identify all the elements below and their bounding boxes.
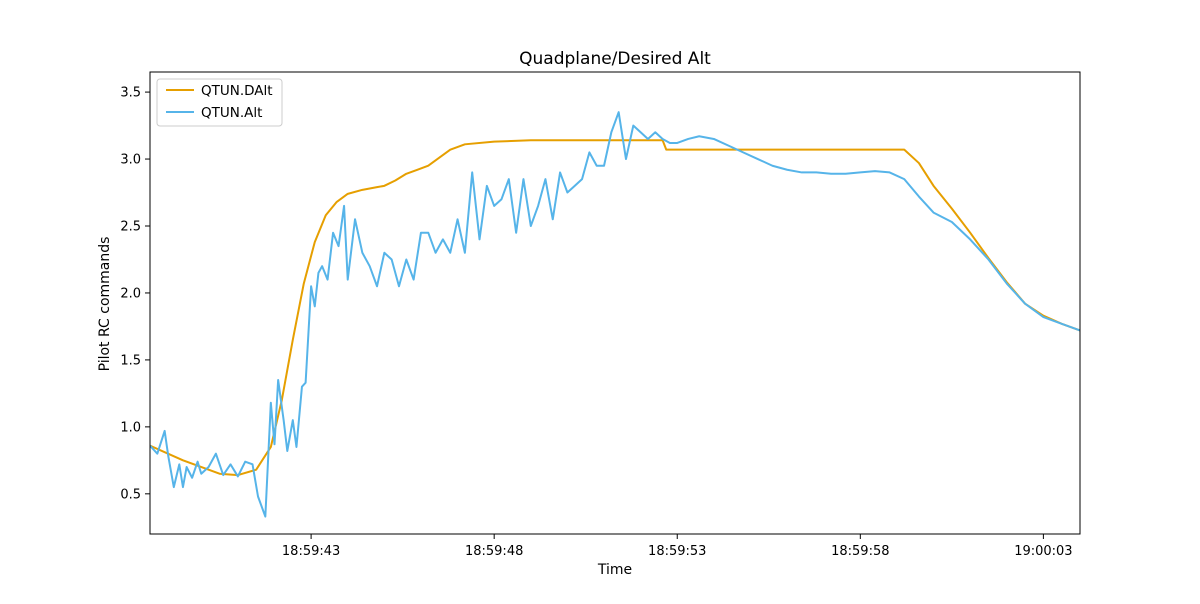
y-tick-label: 3.5 bbox=[120, 86, 141, 101]
x-axis-label: Time bbox=[597, 562, 632, 578]
plot-area bbox=[150, 111, 1080, 518]
x-tick-label: 18:59:48 bbox=[465, 544, 523, 559]
legend: QTUN.DAlt QTUN.Alt bbox=[156, 78, 283, 127]
x-tick-label: 18:59:53 bbox=[648, 544, 706, 559]
x-axis-ticks: 18:59:43 18:59:48 18:59:53 18:59:58 19:00:03 bbox=[282, 534, 1073, 559]
legend-label-dalt: QTUN.DAlt bbox=[201, 83, 273, 99]
x-tick-label: 19:00:03 bbox=[1014, 544, 1072, 559]
y-tick-label: 3.0 bbox=[120, 153, 141, 168]
y-tick-label: 2.5 bbox=[120, 220, 141, 235]
y-axis-label: Pilot RC commands bbox=[97, 237, 113, 372]
y-tick-label: 1.0 bbox=[120, 420, 141, 435]
y-tick-label: 2.0 bbox=[120, 286, 141, 301]
axes-frame bbox=[149, 71, 1081, 535]
legend-label-alt: QTUN.Alt bbox=[201, 105, 262, 121]
series-line-dalt bbox=[150, 139, 1080, 477]
x-tick-label: 18:59:43 bbox=[282, 544, 340, 559]
y-tick-label: 1.5 bbox=[120, 353, 141, 368]
y-axis-ticks: 0.5 1.0 1.5 2.0 2.5 3.0 3.5 bbox=[120, 86, 150, 502]
series-line-alt bbox=[150, 111, 1080, 518]
y-tick-label: 0.5 bbox=[120, 487, 141, 502]
chart-title: Quadplane/Desired Alt bbox=[519, 49, 711, 69]
x-tick-label: 18:59:58 bbox=[831, 544, 889, 559]
